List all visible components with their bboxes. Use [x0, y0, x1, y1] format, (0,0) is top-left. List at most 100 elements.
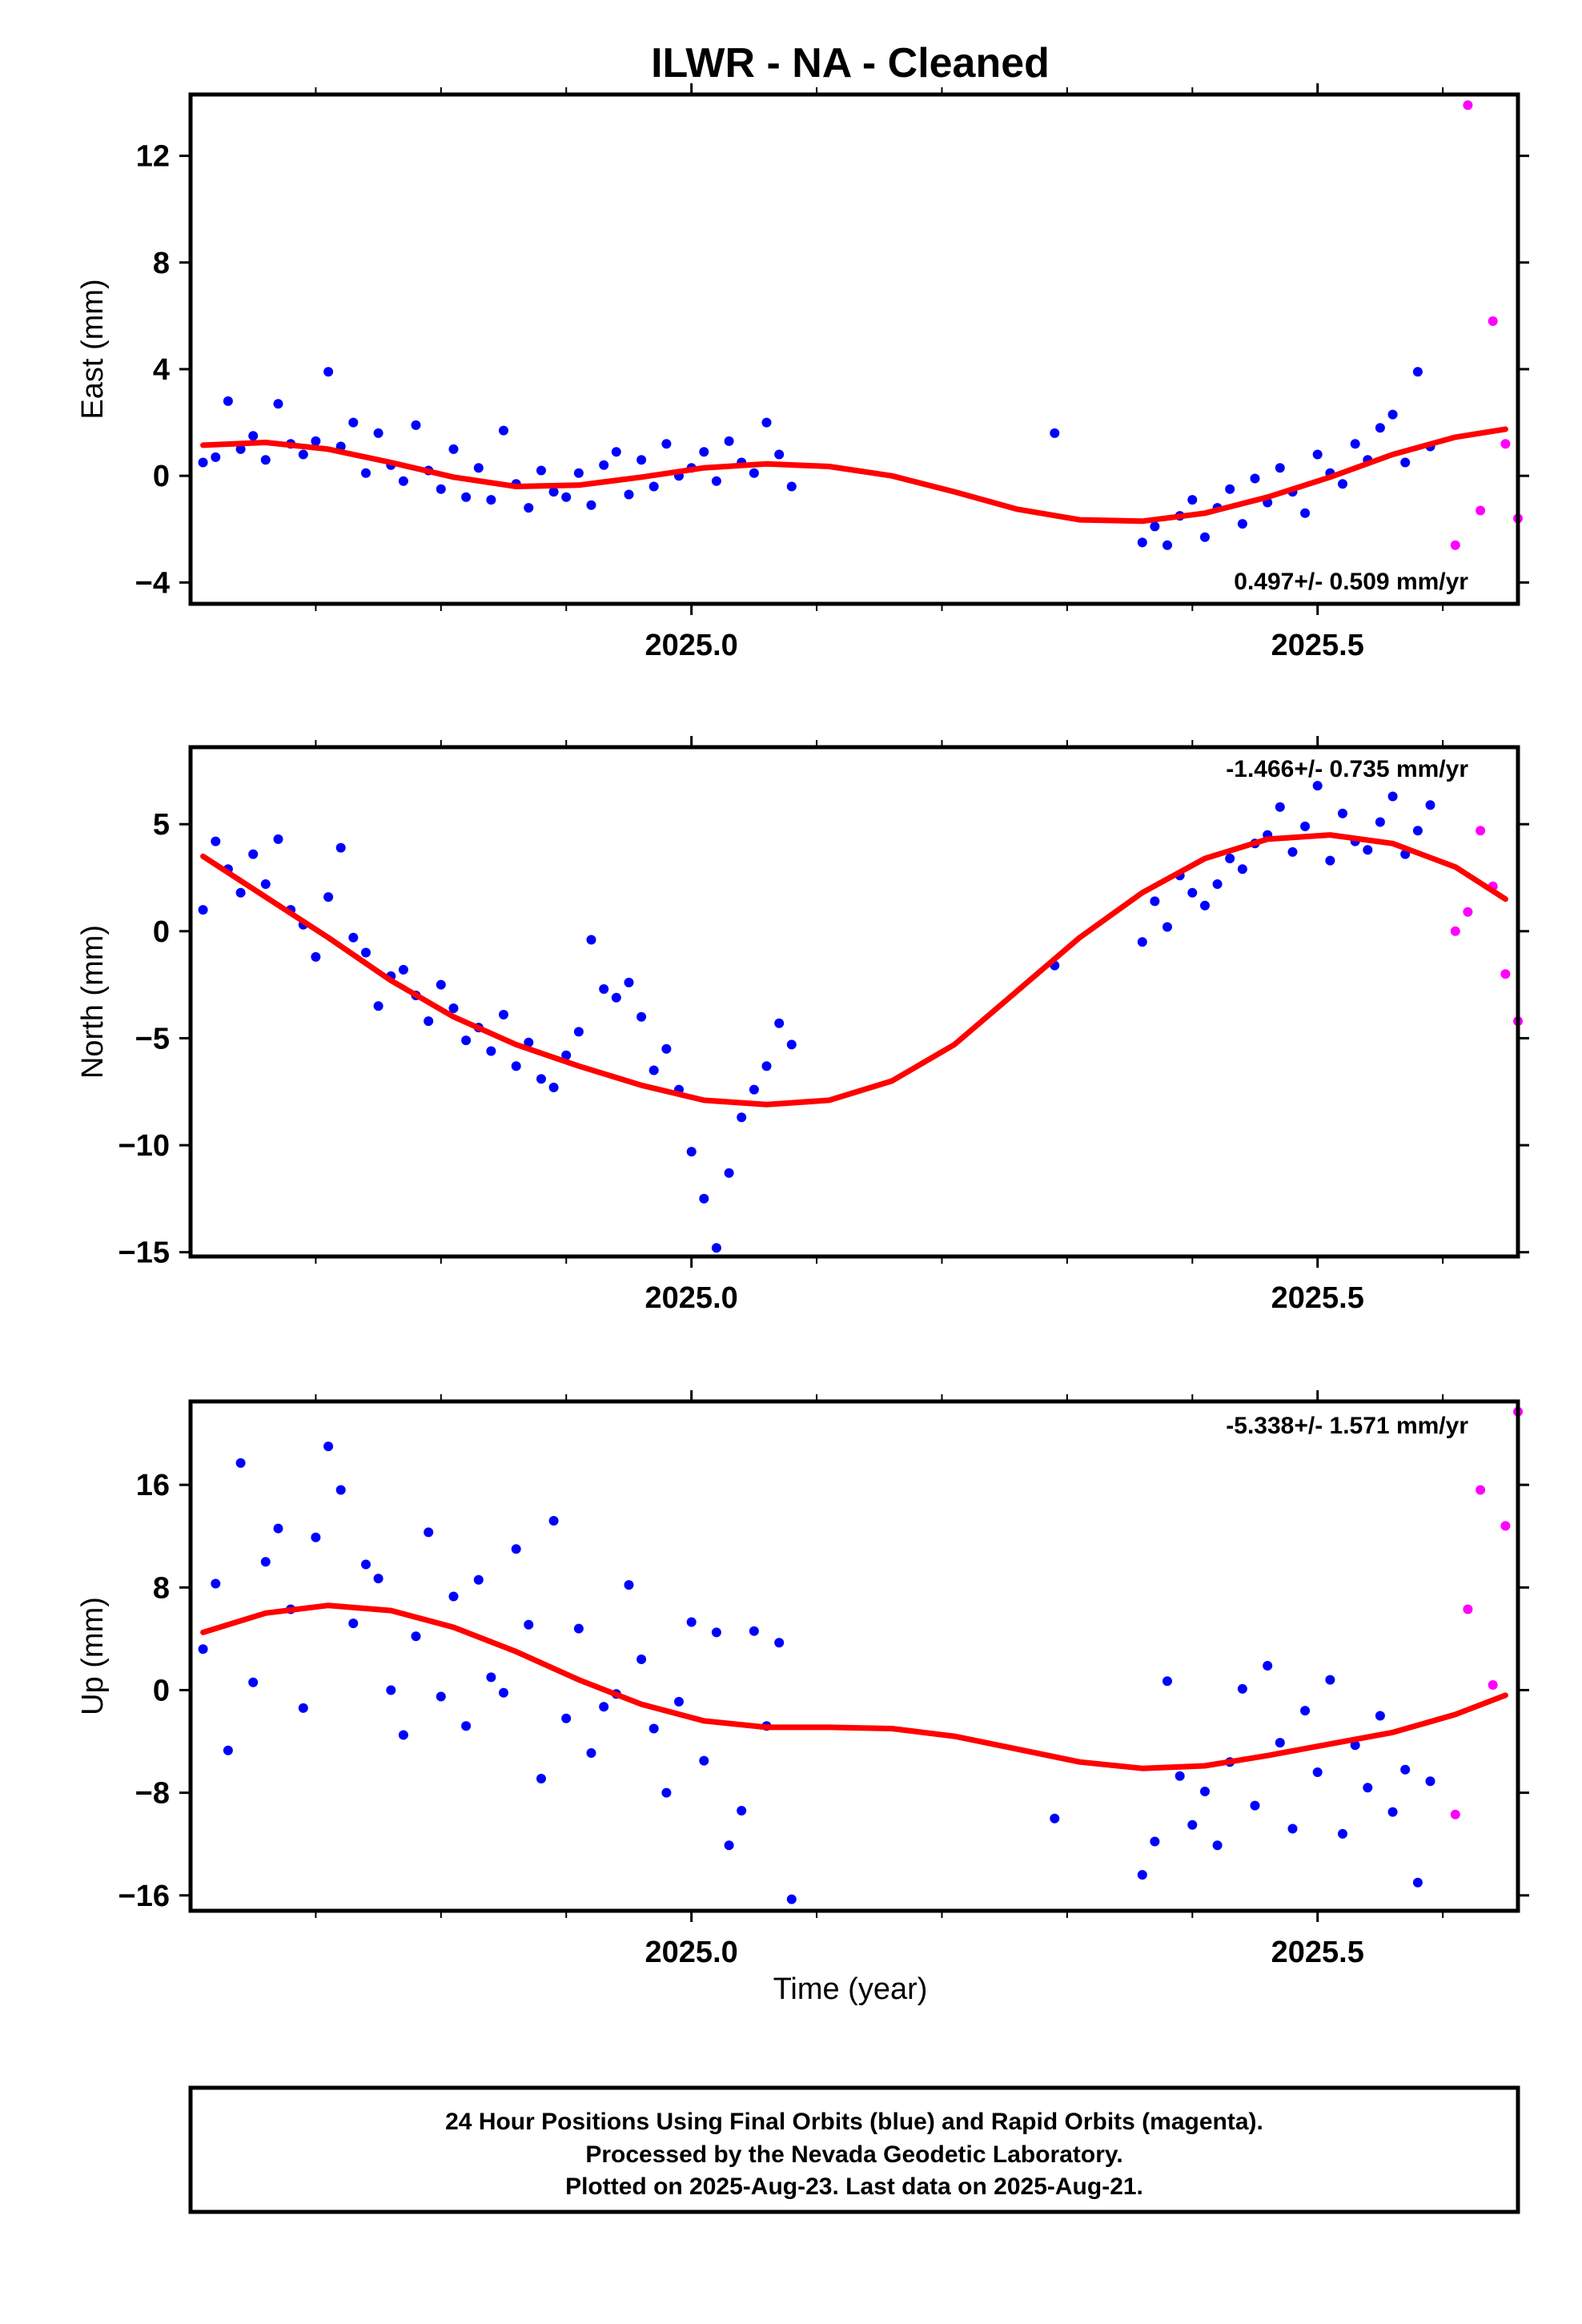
east-final-point: [573, 468, 584, 478]
north-final-point: [686, 1147, 697, 1157]
north-final-point: [786, 1039, 797, 1050]
east-final-point: [248, 431, 259, 441]
north-final-point: [1363, 845, 1373, 855]
up-final-point: [786, 1894, 797, 1904]
north-final-point: [424, 1016, 434, 1027]
up-rapid-point: [1463, 1604, 1473, 1614]
north-final-point: [624, 977, 634, 987]
east-final-point: [774, 449, 785, 460]
up-final-point: [486, 1672, 496, 1683]
up-final-point: [198, 1644, 208, 1655]
north-final-point: [248, 849, 259, 859]
east-final-point: [548, 487, 559, 497]
east-final-point: [1137, 537, 1147, 548]
north-final-point: [1425, 800, 1435, 810]
footer-line-1: 24 Hour Positions Using Final Orbits (bl…: [445, 2109, 1263, 2135]
north-final-point: [235, 887, 246, 898]
up-final-point: [524, 1619, 534, 1630]
east-final-point: [1400, 457, 1411, 468]
up-final-point: [248, 1677, 259, 1687]
east-final-point: [461, 492, 472, 502]
east-final-point: [786, 481, 797, 492]
north-final-point: [1150, 896, 1160, 907]
north-final-point: [648, 1065, 659, 1076]
north-final-point: [611, 992, 621, 1003]
up-ytick-label: −8: [135, 1777, 170, 1811]
up-final-point: [448, 1591, 459, 1602]
north-ytick-label: 5: [153, 808, 170, 842]
east-frame: [188, 92, 1520, 606]
north-final-point: [1287, 846, 1298, 857]
north-ytick-label: −10: [118, 1129, 170, 1163]
north-final-point: [198, 905, 208, 915]
up-final-point: [1300, 1706, 1311, 1716]
up-final-point: [473, 1574, 484, 1585]
east-final-point: [536, 465, 546, 476]
up-final-point: [711, 1627, 721, 1638]
east-rapid-point: [1500, 439, 1511, 449]
east-final-point: [311, 436, 321, 446]
east-final-point: [1250, 473, 1260, 484]
east-final-point: [436, 484, 446, 494]
east-final-point: [448, 444, 459, 454]
panel-east: −4 0 4 8 12 2025.0 2025.5 East (mm) 0.497+/- 0.5…: [76, 83, 1529, 662]
east-final-point: [323, 367, 334, 377]
up-final-point: [1212, 1840, 1223, 1851]
north-xtick-label: 2025.0: [645, 1281, 738, 1315]
north-final-point: [1300, 821, 1311, 831]
east-final-point: [1050, 428, 1060, 438]
north-final-point: [1338, 808, 1347, 818]
up-final-point: [1050, 1813, 1060, 1823]
up-final-point: [1363, 1783, 1373, 1793]
up-final-point: [235, 1458, 246, 1468]
east-final-point: [1150, 521, 1160, 532]
up-final-point: [548, 1516, 559, 1526]
up-final-point: [373, 1574, 383, 1584]
north-final-point: [1312, 781, 1323, 791]
up-final-point: [674, 1696, 684, 1707]
up-ytick-label: 8: [153, 1571, 170, 1605]
up-final-point: [461, 1721, 472, 1731]
north-final-point: [260, 879, 271, 889]
north-rapid-point: [1476, 826, 1486, 836]
east-final-point: [648, 481, 659, 492]
east-model-curve: [200, 426, 1508, 525]
north-final-point: [749, 1084, 759, 1095]
north-rapid-point: [1450, 926, 1460, 936]
north-final-point: [1275, 802, 1285, 812]
up-final-point: [1375, 1711, 1385, 1721]
up-final-point: [311, 1532, 321, 1542]
north-final-point: [486, 1046, 496, 1056]
up-final-point: [1263, 1661, 1273, 1671]
east-final-point: [1225, 484, 1235, 494]
east-final-point: [761, 417, 772, 428]
north-final-point: [661, 1043, 672, 1054]
east-final-point: [661, 439, 672, 449]
north-xtick-label: 2025.5: [1271, 1281, 1364, 1315]
up-final-point: [424, 1527, 434, 1538]
east-final-point: [524, 503, 534, 513]
figure-title: ILWR - NA - Cleaned: [651, 40, 1050, 86]
up-final-point: [536, 1774, 546, 1783]
up-final-point: [436, 1691, 446, 1702]
up-final-point: [260, 1557, 271, 1567]
east-final-point: [198, 457, 208, 468]
up-xtick-label: 2025.0: [645, 1936, 738, 1969]
east-final-point: [1375, 423, 1385, 433]
up-final-point: [323, 1441, 334, 1452]
north-final-point: [737, 1112, 747, 1123]
east-final-point: [1312, 449, 1323, 460]
east-ytick-label: 12: [136, 140, 170, 174]
north-final-point: [699, 1193, 709, 1204]
up-final-point: [499, 1687, 508, 1698]
north-rapid-point: [1463, 907, 1473, 917]
north-final-point: [599, 984, 609, 994]
up-final-point: [686, 1617, 697, 1627]
east-final-point: [499, 425, 508, 436]
up-final-point: [636, 1655, 647, 1664]
footer-line-2: Processed by the Nevada Geodetic Laborat…: [585, 2141, 1122, 2168]
up-final-point: [586, 1748, 596, 1758]
up-rapid-point: [1500, 1521, 1511, 1531]
north-final-point: [1237, 864, 1247, 875]
